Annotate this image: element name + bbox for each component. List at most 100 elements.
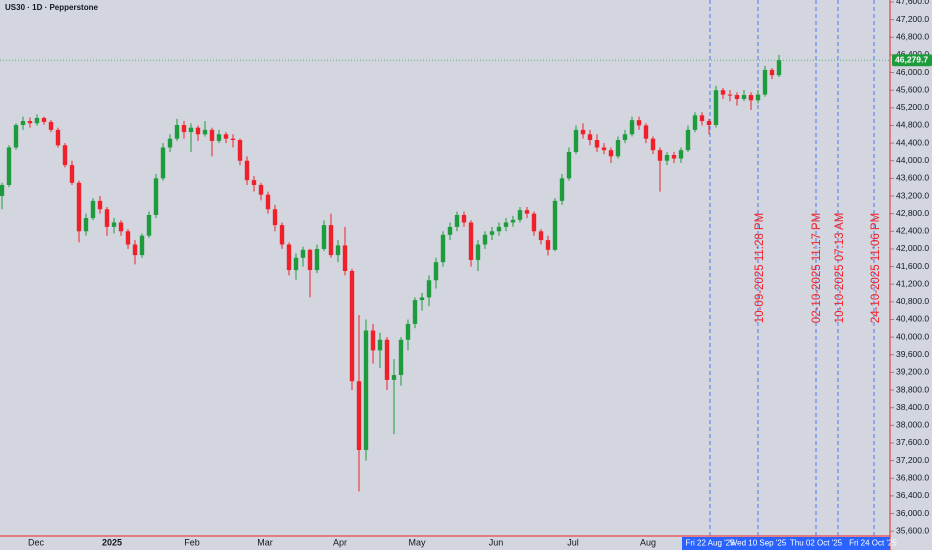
y-tick-label: 41,600.0 xyxy=(896,261,929,271)
candle-body xyxy=(496,226,502,232)
candle-body xyxy=(727,94,733,96)
candle-body xyxy=(412,300,418,324)
annotation: 10-09-2025 11:28 PM xyxy=(754,213,766,323)
candle-body xyxy=(440,234,446,263)
y-tick-label: 38,400.0 xyxy=(896,402,929,412)
candle-body xyxy=(664,155,670,161)
y-tick-label: 36,800.0 xyxy=(896,472,929,482)
candle-body xyxy=(741,95,747,99)
candle-body xyxy=(573,129,579,152)
date-marker-label: Fri 22 Aug '25 xyxy=(685,539,735,548)
candle-body xyxy=(342,245,348,271)
candle-body xyxy=(489,231,495,235)
candle-body xyxy=(20,121,26,126)
y-tick-label: 46,400.0 xyxy=(896,49,929,59)
candle-body xyxy=(6,147,12,185)
candle-body xyxy=(62,145,68,166)
candle-body xyxy=(83,218,89,232)
candle-body xyxy=(286,244,292,271)
date-marker-bg xyxy=(682,537,890,550)
y-tick-label: 41,200.0 xyxy=(896,278,929,288)
candle-body xyxy=(125,231,131,245)
candle-body xyxy=(713,90,719,126)
candle-body xyxy=(629,120,635,135)
candle-body xyxy=(475,244,481,260)
y-tick-label: 40,800.0 xyxy=(896,296,929,306)
candle-body xyxy=(594,140,600,148)
candle-body xyxy=(601,147,607,151)
annotation: 24-10-2025 11:06 PM xyxy=(870,213,882,323)
candle-body xyxy=(132,244,138,256)
candle-body xyxy=(678,150,684,159)
candle-body xyxy=(195,127,201,135)
candle-body xyxy=(307,249,313,271)
y-tick-label: 37,600.0 xyxy=(896,437,929,447)
annotation: 02-10-2025 11:17 PM xyxy=(811,213,823,323)
candle-body xyxy=(426,280,432,298)
candle-body xyxy=(377,339,383,351)
candle-body xyxy=(769,69,775,76)
candle-body xyxy=(139,235,145,256)
last-price-box xyxy=(892,54,932,67)
candle-body xyxy=(104,209,110,227)
candle-body xyxy=(531,213,537,232)
y-tick-label: 45,600.0 xyxy=(896,84,929,94)
candle-body xyxy=(251,180,257,185)
candle-body xyxy=(34,117,40,124)
x-tick-label: Aug xyxy=(640,537,656,547)
candle-body xyxy=(671,155,677,159)
candle-body xyxy=(90,200,96,219)
candle-body xyxy=(650,138,656,151)
candle-body xyxy=(97,200,103,210)
y-tick-label: 43,600.0 xyxy=(896,173,929,183)
candle-body xyxy=(76,182,82,232)
y-tick-label: 46,800.0 xyxy=(896,32,929,42)
candle-body xyxy=(552,200,558,250)
candle-body xyxy=(643,125,649,139)
candle-body xyxy=(48,121,54,130)
candle-body xyxy=(230,138,236,141)
candle-body xyxy=(272,209,278,226)
y-tick-label: 39,200.0 xyxy=(896,367,929,377)
candle-body xyxy=(41,117,47,122)
y-tick-label: 40,400.0 xyxy=(896,314,929,324)
candle-body xyxy=(321,225,327,249)
candle-body xyxy=(293,257,299,271)
candle-body xyxy=(314,248,320,271)
candle-body xyxy=(447,226,453,235)
candle-body xyxy=(433,262,439,281)
candle-body xyxy=(153,178,159,215)
candle-body xyxy=(398,339,404,376)
candle-body xyxy=(223,134,229,139)
candle-body xyxy=(636,120,642,126)
date-marker-label: Wed 10 Sep '25 xyxy=(730,539,787,548)
annotation: 10-10-2025 07:13 AM xyxy=(834,213,846,324)
y-tick-label: 38,800.0 xyxy=(896,384,929,394)
candle-body xyxy=(111,222,117,227)
x-tick-label: 2025 xyxy=(102,537,122,547)
candle-body xyxy=(181,125,187,133)
y-tick-label: 43,200.0 xyxy=(896,190,929,200)
candle-body xyxy=(356,381,362,451)
x-tick-label: May xyxy=(408,537,426,547)
candle-body xyxy=(300,249,306,258)
y-tick-label: 44,400.0 xyxy=(896,137,929,147)
candle-body xyxy=(167,138,173,148)
y-tick-label: 38,000.0 xyxy=(896,420,929,430)
candle-body xyxy=(69,165,75,183)
y-tick-label: 45,200.0 xyxy=(896,102,929,112)
candle-body xyxy=(699,115,705,122)
candle-body xyxy=(461,214,467,223)
candle-body xyxy=(524,210,530,214)
candle-body xyxy=(657,150,663,161)
candle-body xyxy=(335,245,341,256)
candle-body xyxy=(720,90,726,95)
candle-body xyxy=(405,323,411,340)
candle-body xyxy=(468,222,474,260)
x-tick-label: Apr xyxy=(333,537,347,547)
candle-body xyxy=(419,297,425,301)
candle-body xyxy=(755,94,761,101)
candle-body xyxy=(146,214,152,236)
candle-body xyxy=(216,134,222,141)
